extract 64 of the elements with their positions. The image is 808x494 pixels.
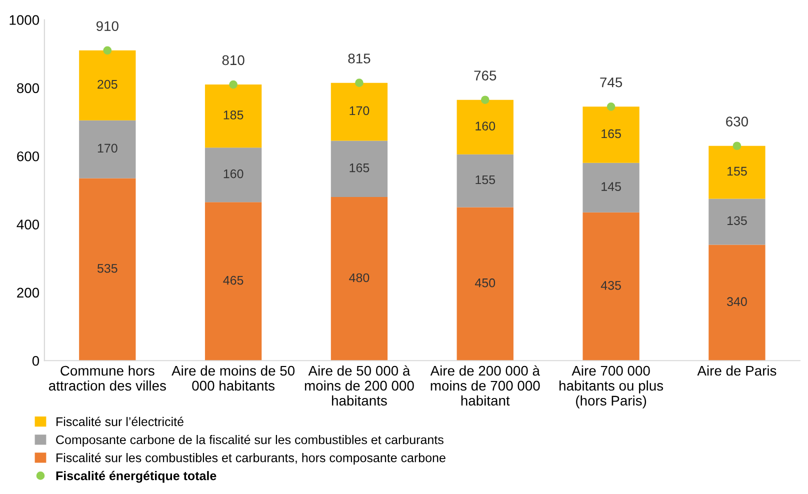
data-label: 160 (224, 169, 244, 178)
bar (582, 106, 640, 163)
point (355, 78, 364, 87)
bar (456, 154, 514, 208)
data-label: 170 (98, 144, 118, 153)
data-label: 535 (97, 264, 118, 273)
bar (330, 140, 388, 198)
data-label: 155 (727, 166, 747, 176)
x-tick-label: Commune hors attraction des villes (48, 365, 166, 391)
data-label: 205 (98, 80, 118, 89)
bar (456, 207, 514, 361)
bar (204, 84, 262, 148)
y-tick-label: 200 (17, 288, 40, 298)
data-label: 810 (222, 55, 244, 66)
data-label: 185 (224, 110, 244, 120)
data-label: 465 (223, 276, 244, 285)
bar (708, 244, 766, 361)
point (103, 46, 112, 55)
y-tick-label: 800 (17, 83, 40, 94)
legend-label: Fiscalité sur les combustibles et carburants, hors composante carbone (56, 452, 446, 465)
bar (456, 100, 514, 154)
bar (204, 202, 262, 361)
data-label: 435 (600, 280, 621, 290)
y-tick-label: 0 (32, 356, 40, 366)
data-label: 480 (349, 273, 370, 282)
x-tick-label: Aire de Paris (697, 365, 776, 376)
y-tick-label: 1000 (10, 15, 40, 25)
data-label: 145 (602, 182, 621, 191)
point (229, 80, 238, 89)
data-label: 450 (474, 278, 496, 288)
y-tick-label: 600 (17, 151, 40, 162)
data-label: 765 (474, 70, 496, 80)
data-label: 165 (350, 163, 370, 172)
legend-label: Composante carbone de la fiscalité sur les combustibles et carburants (56, 434, 444, 447)
y-tick-label: 400 (16, 220, 40, 230)
data-label: 170 (350, 106, 370, 116)
legend-label: Fiscalité sur l’électricité (56, 416, 184, 426)
bar (330, 197, 388, 361)
data-label: 135 (727, 216, 747, 226)
data-label: 815 (348, 54, 370, 64)
bar (582, 212, 640, 361)
data-label: 630 (726, 116, 748, 126)
x-tick-label: Aire de 50 000 à moins de 200 000 habitants (304, 365, 414, 406)
bar (79, 50, 136, 120)
legend-label: Fiscalité énergétique totale (56, 470, 216, 483)
point (480, 96, 490, 104)
x-tick-label: Aire de moins de 50 000 habitants (172, 365, 295, 391)
data-label: 340 (727, 297, 747, 306)
data-label: 745 (600, 78, 622, 88)
data-label: 910 (96, 21, 118, 32)
x-tick-label: Aire de 200 000 à moins de 700 000 habitant (430, 365, 540, 406)
bar (204, 148, 262, 202)
x-tick-label: Aire 700 000 habitants ou plus (hors Paris) (560, 365, 664, 408)
bar (708, 146, 766, 199)
bar (330, 82, 388, 141)
data-label: 155 (476, 175, 496, 184)
point (606, 102, 616, 111)
bar (79, 178, 136, 361)
data-label: 165 (602, 129, 621, 138)
data-label: 160 (476, 122, 496, 130)
bar (582, 162, 640, 212)
bar (79, 120, 136, 178)
point (732, 142, 742, 150)
bar (708, 198, 766, 245)
